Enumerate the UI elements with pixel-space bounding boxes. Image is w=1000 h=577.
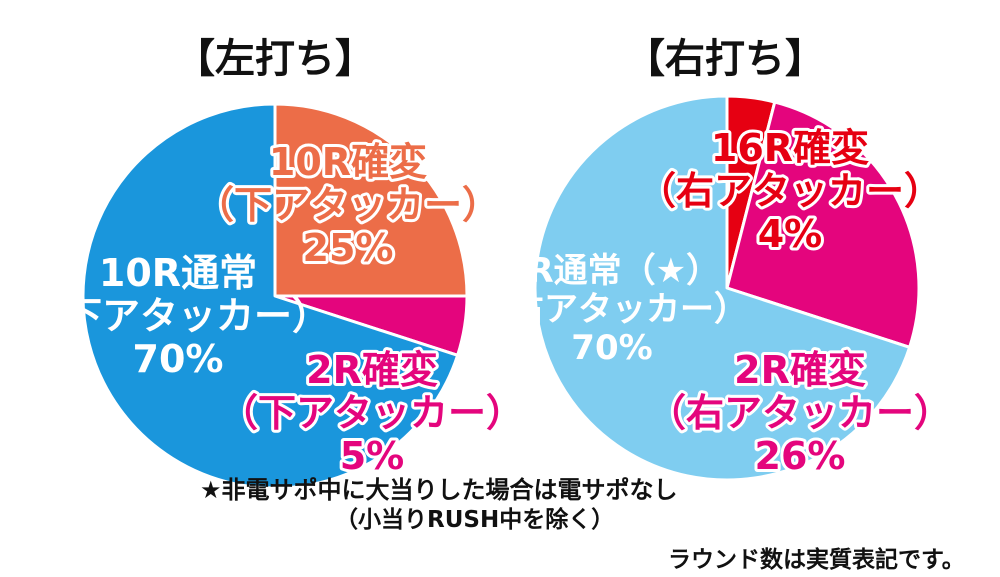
pie-left-slice-0-label-line-0: 10R確変 [269, 140, 427, 184]
footnote-denki-sapo: ★非電サポ中に大当りした場合は電サポなし [200, 476, 678, 504]
footnote-round-notation: ラウンド数は実質表記です。 [668, 547, 965, 573]
pie-left-slice-2-label-line-2: 70% [133, 337, 224, 381]
pie-left-slice-0-label-line-2: 25% [303, 226, 394, 270]
pie-right-slice-1-label-line-2: 26% [755, 434, 846, 478]
pie-left-slice-1-label-line-1: （下アタッカー） [220, 391, 524, 435]
footnote-koatari-rush: （小当りRUSH中を除く） [335, 507, 615, 533]
pie-right-slice-1-label-line-1: （右アタッカー） [648, 391, 952, 435]
pie-right-slice-2 [533, 94, 912, 482]
chart-title-right: 【右打ち】 [625, 36, 825, 82]
pie-right-slice-2-label-line-1: （右アタッカー） [476, 289, 748, 329]
pie-chart-right: 【右打ち】 16R確変（右アタッカー）4%2R確変（右アタッカー）26%2R通常… [476, 36, 955, 482]
pie-left-slice-2 [81, 102, 460, 490]
pie-right-slice-0-label-line-1: （右アタッカー） [638, 169, 942, 213]
pie-right-slice-1-label-line-0: 2R確変 [734, 348, 866, 392]
pie-right-slice-1 [725, 100, 921, 349]
pie-left-slice-0 [273, 102, 469, 298]
pie-left-slice-0-label-line-1: （下アタッカー） [196, 183, 500, 227]
pie-right-slice-0-label-line-0: 16R確変 [711, 126, 869, 170]
pie-right-slice-2-label-line-0: 2R通常（★） [504, 251, 720, 291]
pie-right-slice-0-label-line-2: 4% [758, 212, 823, 256]
pie-left-slice-1-label-line-0: 2R確変 [306, 348, 438, 392]
pie-left-slice-1-label-line-2: 5% [340, 434, 405, 478]
pie-chart-left: 【左打ち】 10R確変（下アタッカー）25%2R確変（下アタッカー）5%10R通… [26, 36, 527, 490]
pie-left-slice-2-label-line-0: 10R通常 [99, 251, 257, 295]
pie-right-slice-2-label-line-2: 70% [571, 328, 652, 368]
chart-title-left: 【左打ち】 [175, 36, 375, 82]
pie-left-slice-2-label-line-1: （下アタッカー） [26, 294, 330, 338]
